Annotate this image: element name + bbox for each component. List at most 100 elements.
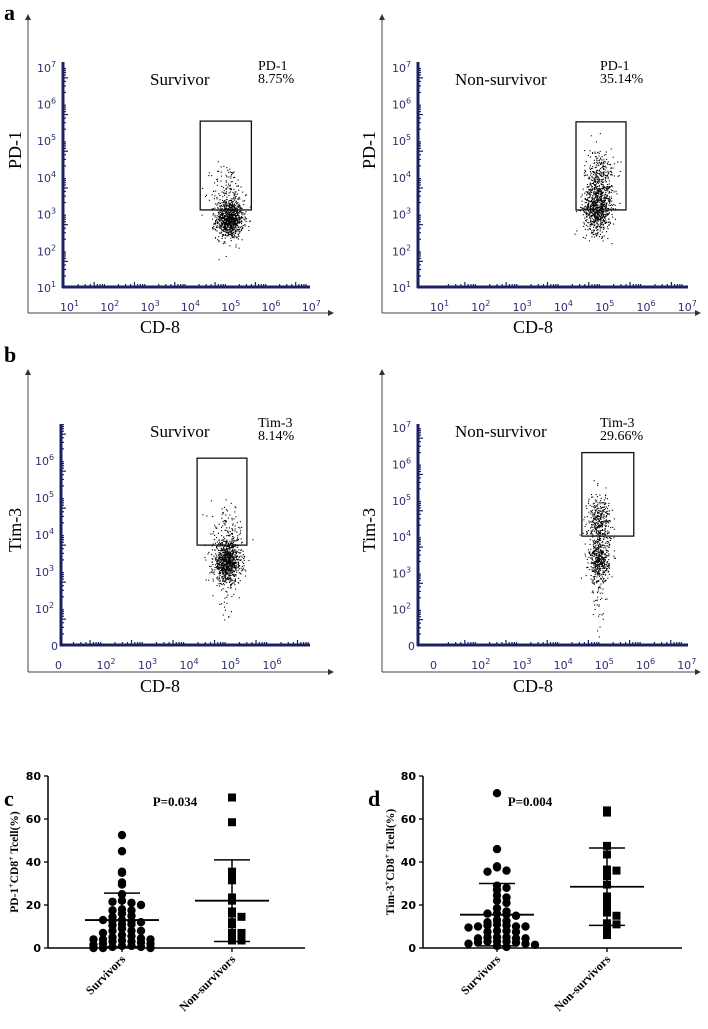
data-point xyxy=(612,866,621,875)
event-dot xyxy=(218,211,220,213)
gate-percentage: 29.66% xyxy=(600,429,644,444)
event-dot xyxy=(606,498,608,500)
event-dot xyxy=(610,197,612,199)
event-dot xyxy=(605,222,607,224)
event-dot xyxy=(241,556,243,558)
tick-exponent: 6 xyxy=(650,657,655,666)
event-dot xyxy=(598,177,600,179)
event-dot xyxy=(594,507,596,509)
event-dot xyxy=(234,579,236,581)
event-dot xyxy=(593,193,595,195)
event-dot xyxy=(237,205,239,207)
event-dot xyxy=(235,588,237,590)
event-dot xyxy=(235,219,237,221)
event-dot xyxy=(603,566,605,568)
event-dot xyxy=(589,553,591,555)
tick-exponent: 5 xyxy=(406,133,411,142)
event-dot xyxy=(230,584,232,586)
event-dot xyxy=(603,168,605,170)
event-dot xyxy=(598,191,600,193)
event-dot xyxy=(604,174,606,176)
event-dot xyxy=(233,203,235,205)
event-dot xyxy=(597,630,599,632)
event-dot xyxy=(239,226,241,228)
event-dot xyxy=(219,216,221,218)
x-tick-label: 104 xyxy=(554,657,573,672)
event-dot xyxy=(598,544,600,546)
event-dot xyxy=(223,549,225,551)
event-dot xyxy=(585,191,587,193)
y-tick-label: 106 xyxy=(37,97,56,112)
label-part: CD8 xyxy=(385,858,397,881)
event-dot xyxy=(596,505,598,507)
event-dot xyxy=(209,572,211,574)
event-dot xyxy=(220,583,222,585)
event-dot xyxy=(229,218,231,220)
event-dot xyxy=(227,534,229,536)
y-tick-label: 104 xyxy=(35,527,54,542)
event-dot xyxy=(231,230,233,232)
x-tick-label: 105 xyxy=(595,657,614,672)
event-dot xyxy=(583,222,585,224)
event-dot xyxy=(231,564,233,566)
event-dot xyxy=(600,172,602,174)
event-dot xyxy=(230,187,232,189)
event-dot xyxy=(223,201,225,203)
event-dot xyxy=(601,213,603,215)
event-dot xyxy=(604,579,606,581)
event-dot xyxy=(238,526,240,528)
event-dot xyxy=(584,206,586,208)
event-dot xyxy=(600,510,602,512)
event-dot xyxy=(602,533,604,535)
event-dot xyxy=(217,564,219,566)
event-dot xyxy=(602,552,604,554)
event-dot xyxy=(218,572,220,574)
event-dot xyxy=(598,570,600,572)
event-dot xyxy=(218,557,220,559)
event-dot xyxy=(210,500,212,502)
event-dot xyxy=(592,520,594,522)
event-dot xyxy=(613,555,615,557)
event-dot xyxy=(595,226,597,228)
event-dot xyxy=(585,161,587,163)
label-part: CD8 xyxy=(9,861,21,884)
event-dot xyxy=(218,193,220,195)
event-dot xyxy=(602,164,604,166)
event-dot xyxy=(610,148,612,150)
event-dot xyxy=(233,212,235,214)
event-dot xyxy=(220,221,222,223)
event-dot xyxy=(595,547,597,549)
event-dot xyxy=(245,194,247,196)
event-dot xyxy=(222,561,224,563)
event-dot xyxy=(597,165,599,167)
event-dot xyxy=(599,513,601,515)
event-dot xyxy=(591,591,593,593)
event-dot xyxy=(207,553,209,555)
event-dot xyxy=(597,504,599,506)
event-dot xyxy=(230,566,232,568)
event-dot xyxy=(217,563,219,565)
event-dot xyxy=(225,232,227,234)
event-dot xyxy=(221,235,223,237)
event-dot xyxy=(597,522,599,524)
event-dot xyxy=(590,578,592,580)
event-dot xyxy=(222,573,224,575)
event-dot xyxy=(593,213,595,215)
event-dot xyxy=(599,224,601,226)
event-dot xyxy=(591,494,593,496)
event-dot xyxy=(597,596,599,598)
event-dot xyxy=(215,527,217,529)
event-dot xyxy=(600,555,602,557)
data-point xyxy=(521,922,530,931)
tick-exponent: 3 xyxy=(155,299,160,308)
event-dot xyxy=(600,516,602,518)
event-dot xyxy=(224,201,226,203)
tick-exponent: 4 xyxy=(49,527,54,536)
event-dot xyxy=(604,567,606,569)
event-dot xyxy=(591,236,593,238)
event-dot xyxy=(232,571,234,573)
y-tick-label: 40 xyxy=(401,856,417,869)
tick-base: 10 xyxy=(392,459,406,472)
event-dot xyxy=(601,525,603,527)
